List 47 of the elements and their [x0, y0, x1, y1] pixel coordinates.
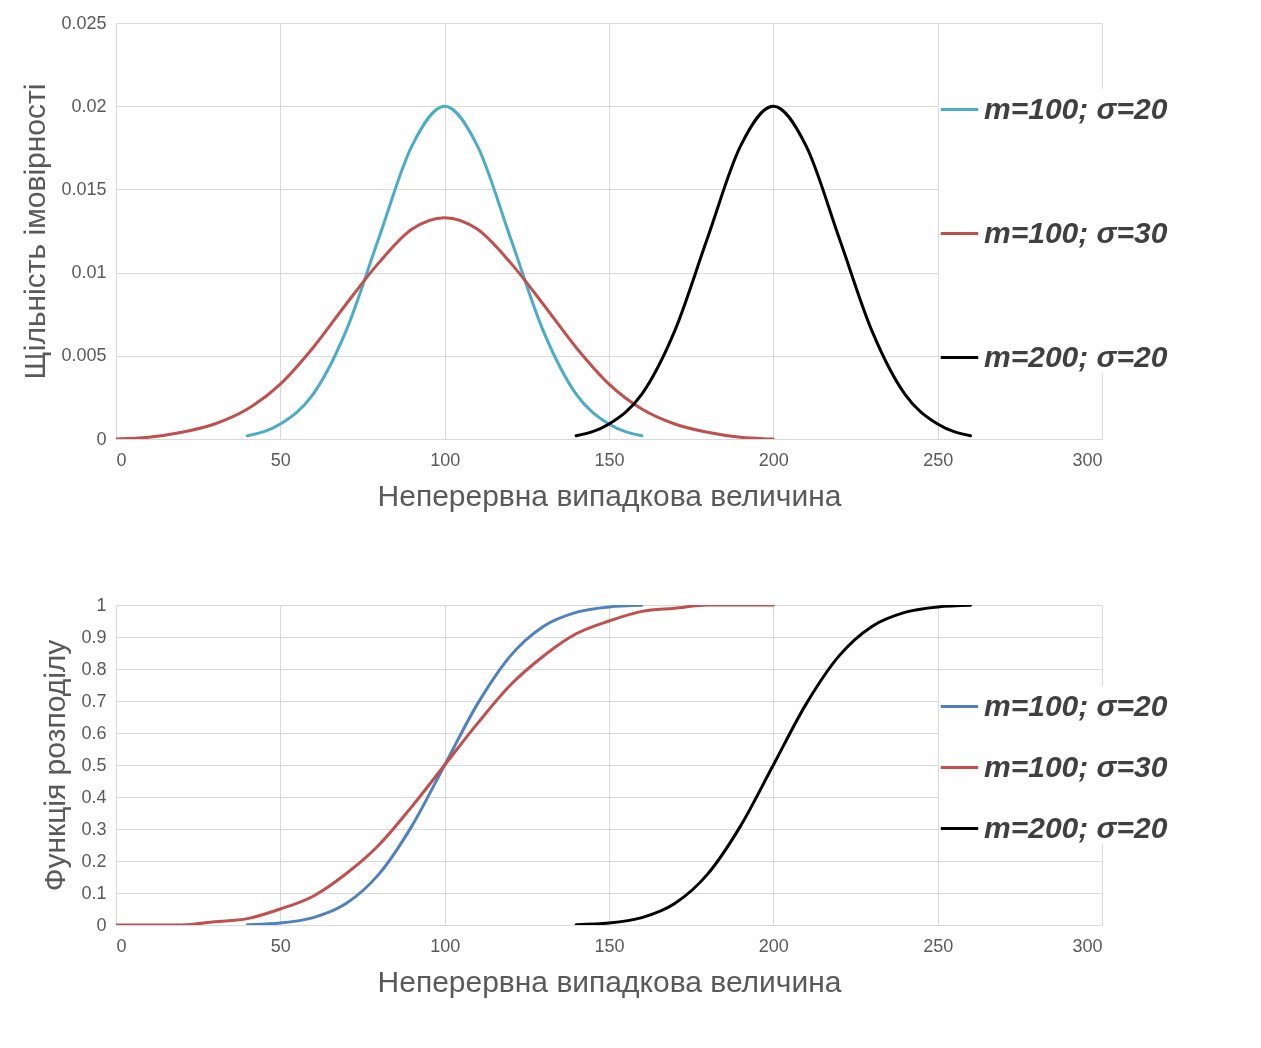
y-tick-label: 0.025 [61, 12, 107, 33]
y-tick-label: 1 [96, 594, 107, 615]
y-axis-title: Щільність імовірності [18, 83, 52, 380]
x-tick-label: 200 [758, 449, 789, 470]
x-tick-label: 100 [430, 935, 461, 956]
line-series [574, 104, 973, 438]
x-tick-label: 250 [923, 449, 954, 470]
y-tick-label: 0.1 [81, 882, 107, 903]
y-tick-label: 0.005 [61, 345, 107, 366]
line-series [245, 605, 644, 925]
y-tick-label: 0.015 [61, 178, 107, 199]
x-tick-label: 50 [270, 449, 291, 470]
y-axis-title: Функція розподілу [38, 639, 72, 892]
x-tick-label: 50 [270, 935, 291, 956]
y-tick-label: 0.7 [81, 690, 107, 711]
y-tick-label: 0.02 [71, 95, 107, 116]
legend-label: m=100; σ=20 [984, 688, 1168, 722]
x-tick-label: 0 [116, 449, 127, 470]
x-axis-title: Неперервна випадкова величина [377, 964, 842, 998]
legend-label: m=200; σ=20 [984, 339, 1168, 373]
x-tick-label: 0 [116, 935, 127, 956]
y-tick-label: 0.5 [81, 754, 107, 775]
x-tick-label: 150 [594, 935, 625, 956]
x-tick-label: 300 [1072, 935, 1103, 956]
line-series [574, 605, 973, 925]
legend-label: m=100; σ=30 [984, 749, 1168, 783]
y-tick-label: 0.8 [81, 658, 107, 679]
x-tick-label: 200 [758, 935, 789, 956]
y-tick-label: 0.2 [81, 850, 107, 871]
y-tick-label: 0.9 [81, 626, 107, 647]
line-series [116, 605, 775, 925]
y-tick-label: 0 [96, 428, 107, 449]
y-tick-label: 0.01 [71, 262, 107, 283]
x-tick-label: 250 [923, 935, 954, 956]
x-tick-label: 300 [1072, 449, 1103, 470]
y-tick-label: 0.4 [81, 786, 107, 807]
y-tick-label: 0 [96, 914, 107, 935]
x-tick-label: 150 [594, 449, 625, 470]
legend-label: m=100; σ=20 [984, 91, 1168, 125]
y-tick-label: 0.3 [81, 818, 107, 839]
x-tick-label: 100 [430, 449, 461, 470]
y-tick-label: 0.6 [81, 722, 107, 743]
line-series [245, 104, 644, 438]
legend-label: m=200; σ=20 [984, 810, 1168, 844]
line-series [116, 216, 775, 439]
legend-label: m=100; σ=30 [984, 215, 1168, 249]
x-axis-title: Неперервна випадкова величина [377, 478, 842, 512]
